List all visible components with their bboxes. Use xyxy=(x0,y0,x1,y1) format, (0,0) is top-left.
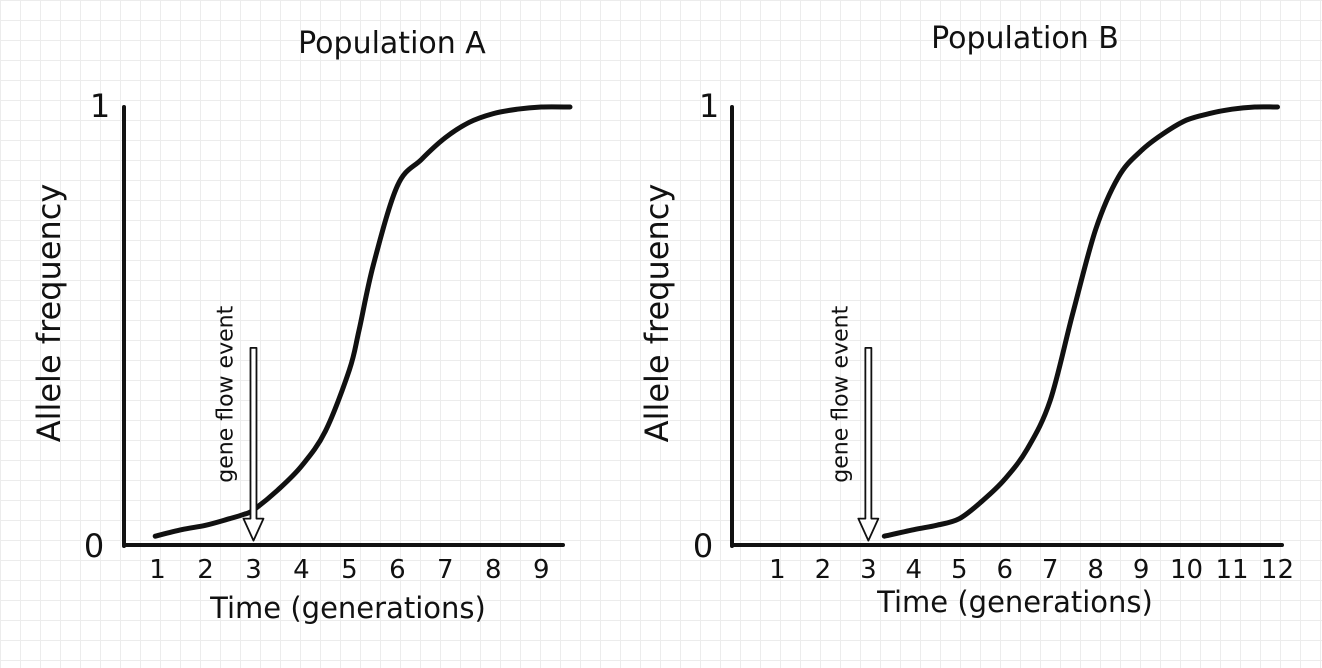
annotation-label: gene flow event xyxy=(828,305,853,482)
x-tick-label: 3 xyxy=(860,555,877,585)
x-tick-label: 4 xyxy=(293,555,310,585)
y-axis-label: Allele frequency xyxy=(638,184,676,443)
y-tick-label: 1 xyxy=(699,87,719,125)
y-tick-label: 0 xyxy=(84,527,104,565)
x-tick-label: 6 xyxy=(996,555,1013,585)
x-tick-label: 7 xyxy=(1042,555,1059,585)
x-tick-label: 11 xyxy=(1215,555,1248,585)
chart-panel-2: Population B Time (generations) Allele fre… xyxy=(638,21,1294,619)
x-tick-label: 1 xyxy=(769,555,786,585)
gene-flow-arrow xyxy=(857,347,880,542)
x-tick-label: 9 xyxy=(1133,555,1150,585)
x-tick-label: 7 xyxy=(437,555,454,585)
x-tick-label: 8 xyxy=(1087,555,1104,585)
x-tick-label: 2 xyxy=(815,555,832,585)
x-tick-label: 5 xyxy=(341,555,358,585)
annotation-label: gene flow event xyxy=(213,305,238,482)
x-tick-label: 12 xyxy=(1261,555,1294,585)
series-line-1 xyxy=(881,104,1280,539)
y-tick-label: 0 xyxy=(693,527,713,565)
x-axis-label: Time (generations) xyxy=(876,585,1153,619)
x-tick-label: 5 xyxy=(951,555,968,585)
x-tick-label: 3 xyxy=(245,555,262,585)
x-tick-label: 6 xyxy=(389,555,406,585)
x-tick-label: 4 xyxy=(906,555,923,585)
y-tick-label: 1 xyxy=(90,87,110,125)
x-axis-label: Time (generations) xyxy=(209,591,486,625)
y-axis-label: Allele frequency xyxy=(30,184,68,443)
gene-flow-arrow xyxy=(242,347,265,542)
chart-title: Population A xyxy=(298,26,486,61)
x-tick-label: 1 xyxy=(149,555,166,585)
chart-panel-1: Population A Time (generations) Allele fre… xyxy=(30,26,573,625)
chart-title: Population B xyxy=(931,21,1119,56)
x-tick-label: 2 xyxy=(197,555,214,585)
series-line-1 xyxy=(152,104,573,539)
x-tick-label: 9 xyxy=(533,555,550,585)
x-tick-label: 10 xyxy=(1170,555,1203,585)
x-tick-label: 8 xyxy=(485,555,502,585)
